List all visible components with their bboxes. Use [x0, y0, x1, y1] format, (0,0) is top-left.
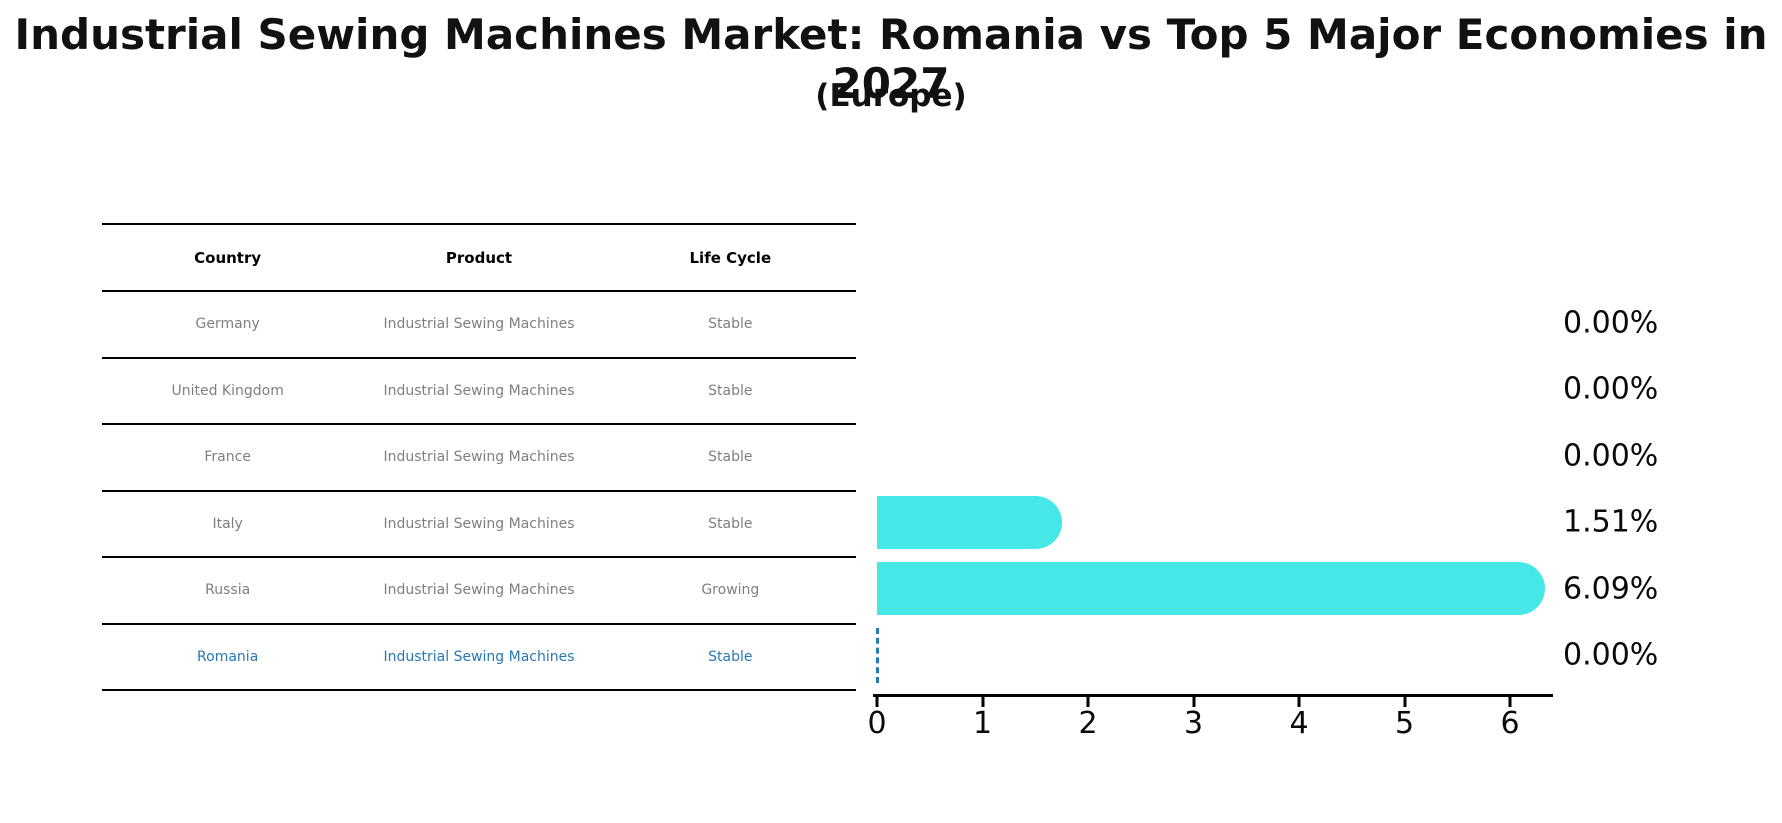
x-axis-tick-label: 5	[1394, 706, 1415, 741]
table-row: Italy Industrial Sewing Machines Stable	[102, 492, 856, 558]
x-axis-tick-label: 6	[1500, 706, 1520, 741]
table-cell-country: Russia	[205, 582, 251, 599]
chart-subtitle: (Europe)	[815, 78, 967, 114]
bar-value-label: 0.00%	[1563, 438, 1659, 473]
x-axis-tick-label: 0	[867, 706, 887, 741]
country-table: Country Product Life Cycle Germany Industria…	[102, 223, 856, 691]
table-cell-product: Industrial Sewing Machines	[383, 515, 575, 532]
x-axis-tick	[1192, 697, 1195, 707]
bar-value-label: 6.09%	[1563, 571, 1659, 606]
bar-value-label: 0.00%	[1563, 371, 1659, 407]
table-row: Romania Industrial Sewing Machines Stable	[102, 625, 856, 691]
x-axis-line	[873, 694, 1553, 697]
bar-value-label: 0.00%	[1563, 305, 1659, 340]
table-cell-life-cycle: Stable	[708, 648, 753, 665]
table-cell-product: Industrial Sewing Machines	[383, 582, 575, 599]
table-row: France Industrial Sewing Machines Stable	[102, 425, 856, 492]
table-cell-product: Industrial Sewing Machines	[383, 648, 575, 665]
table-cell-country: Romania	[197, 648, 259, 665]
x-axis-tick	[1508, 697, 1512, 707]
x-axis-tick	[1297, 697, 1301, 707]
x-axis-tick-label: 4	[1289, 706, 1309, 741]
table-cell-product: Industrial Sewing Machines	[383, 449, 575, 466]
table-cell-life-cycle: Stable	[708, 449, 753, 466]
table-header-cell: Life Cycle	[689, 248, 772, 267]
bar-value-label: 1.51%	[1563, 504, 1659, 540]
table-header-row: Country Product Life Cycle	[102, 225, 856, 292]
table-cell-country: France	[204, 449, 251, 466]
table-cell-country: United Kingdom	[171, 382, 284, 399]
table-cell-life-cycle: Stable	[708, 382, 753, 399]
x-axis-tick-label: 2	[1078, 706, 1098, 741]
table-row: Germany Industrial Sewing Machines Stable	[102, 292, 856, 359]
chart-bar	[877, 495, 1063, 549]
table-row: Russia Industrial Sewing Machines Growing	[102, 558, 856, 625]
table-cell-life-cycle: Growing	[701, 582, 760, 599]
highlight-zero-marker	[875, 627, 879, 683]
table-row: United Kingdom Industrial Sewing Machines…	[102, 359, 856, 425]
table-cell-product: Industrial Sewing Machines	[383, 316, 575, 333]
table-cell-life-cycle: Stable	[708, 316, 753, 333]
table-cell-country: Italy	[212, 515, 243, 532]
table-cell-life-cycle: Stable	[708, 515, 753, 532]
chart-title: Industrial Sewing Machines Market: Roman…	[14, 10, 1768, 108]
x-axis-tick-label: 1	[972, 706, 993, 741]
chart-bar	[877, 562, 1546, 615]
x-axis-tick	[1403, 697, 1406, 707]
x-axis-tick	[875, 697, 879, 707]
table-header-cell: Product	[445, 248, 513, 267]
x-axis-tick	[981, 697, 984, 707]
table-cell-product: Industrial Sewing Machines	[383, 382, 575, 399]
x-axis-tick	[1086, 697, 1090, 707]
x-axis-tick-label: 3	[1183, 706, 1204, 741]
table-cell-country: Germany	[195, 316, 260, 333]
table-header-cell: Country	[194, 248, 262, 267]
bar-value-label: 0.00%	[1563, 637, 1659, 673]
